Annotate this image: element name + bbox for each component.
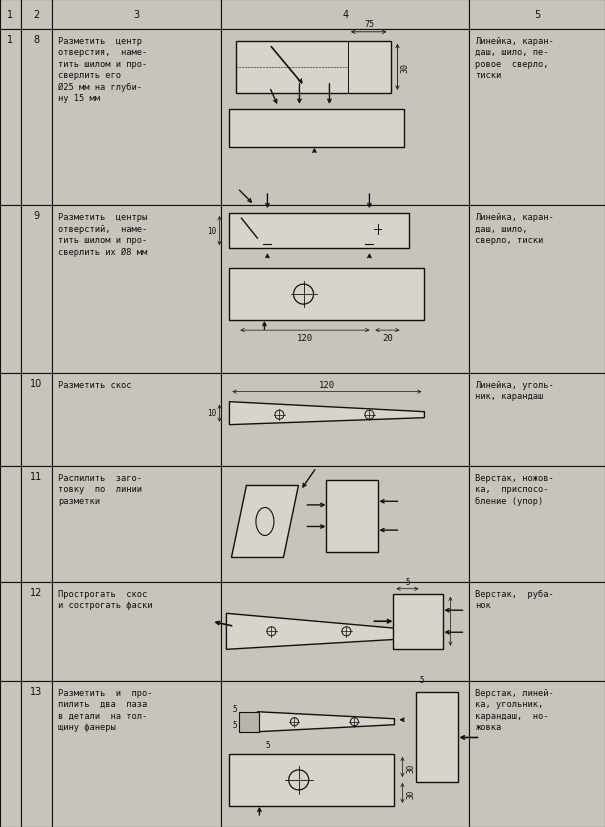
Text: Линейка, уголь-
ник, карандаш: Линейка, уголь- ник, карандаш	[476, 380, 554, 401]
Bar	[0, 206, 21, 374]
Bar	[229, 214, 410, 249]
Text: 4: 4	[342, 10, 348, 20]
Bar	[52, 374, 221, 466]
Bar	[21, 30, 52, 206]
Text: 30: 30	[407, 788, 416, 797]
Text: 120: 120	[297, 334, 313, 342]
Bar	[52, 466, 221, 582]
Text: Разметить скос: Разметить скос	[58, 380, 131, 390]
Bar	[221, 466, 469, 582]
Text: Разметить  центр
отверстия,  наме-
тить шилом и про-
сверлить его
Ø25 мм на глуб: Разметить центр отверстия, наме- тить ши…	[58, 36, 147, 103]
Text: 2: 2	[33, 10, 39, 20]
Text: 5: 5	[233, 720, 237, 729]
Text: Линейка, каран-
даш, шило,
сверло, тиски: Линейка, каран- даш, шило, сверло, тиски	[476, 213, 554, 245]
Bar	[221, 30, 469, 206]
Bar	[221, 0, 469, 30]
Text: 1: 1	[7, 35, 13, 45]
Text: 5: 5	[233, 704, 237, 713]
Text: 30: 30	[401, 63, 410, 73]
Text: 11: 11	[30, 471, 42, 481]
Text: 1: 1	[7, 10, 13, 20]
Polygon shape	[229, 402, 425, 425]
Bar	[416, 693, 459, 782]
Bar	[221, 582, 469, 681]
Bar	[469, 0, 605, 30]
Bar	[52, 206, 221, 374]
Bar	[327, 480, 379, 552]
Bar	[52, 0, 221, 30]
Text: Верстак, линей-
ка, угольник,
карандаш,  но-
жовка: Верстак, линей- ка, угольник, карандаш, …	[476, 688, 554, 731]
Bar	[393, 594, 443, 649]
Bar	[229, 110, 404, 148]
Bar	[221, 681, 469, 827]
Bar	[0, 582, 21, 681]
Bar	[229, 754, 394, 806]
Bar	[221, 206, 469, 374]
Bar	[21, 681, 52, 827]
Bar	[0, 681, 21, 827]
Bar	[0, 374, 21, 466]
Text: Верстак, ножов-
ка,  приспосо-
бление (упор): Верстак, ножов- ка, приспосо- бление (уп…	[476, 473, 554, 505]
Text: 13: 13	[30, 686, 42, 696]
Text: 10: 10	[207, 409, 217, 418]
Text: 20: 20	[382, 334, 393, 342]
Text: 30: 30	[407, 762, 416, 772]
Bar	[469, 206, 605, 374]
Text: 120: 120	[319, 380, 335, 390]
Text: 3: 3	[134, 10, 140, 20]
Text: 5: 5	[405, 577, 410, 586]
Polygon shape	[232, 486, 298, 557]
Bar	[21, 374, 52, 466]
Text: 75: 75	[365, 20, 374, 29]
Bar	[52, 681, 221, 827]
Text: 5: 5	[419, 676, 424, 685]
Bar	[221, 374, 469, 466]
Text: Верстак,  руба-
нок: Верстак, руба- нок	[476, 589, 554, 609]
Bar	[0, 466, 21, 582]
Bar	[237, 41, 391, 93]
Bar	[21, 466, 52, 582]
Bar	[469, 30, 605, 206]
Text: 8: 8	[33, 35, 39, 45]
Text: 12: 12	[30, 587, 42, 597]
Bar	[240, 712, 260, 732]
Text: 5: 5	[534, 10, 540, 20]
Bar	[469, 466, 605, 582]
Bar	[469, 681, 605, 827]
Bar	[469, 582, 605, 681]
Text: 9: 9	[33, 211, 39, 221]
Bar	[0, 0, 21, 30]
Text: 5: 5	[265, 740, 270, 748]
Text: Прострогать  скос
и сострогать фаски: Прострогать скос и сострогать фаски	[58, 589, 152, 609]
Bar	[229, 269, 425, 321]
Bar	[469, 374, 605, 466]
Bar	[0, 30, 21, 206]
Bar	[21, 582, 52, 681]
Bar	[52, 582, 221, 681]
Text: Разметить  и  про-
пилить  два  паза
в детали  на тол-
щину фанеры: Разметить и про- пилить два паза в детал…	[58, 688, 152, 731]
Text: Линейка, каран-
даш, шило, пе-
ровое  сверло,
тиски: Линейка, каран- даш, шило, пе- ровое све…	[476, 36, 554, 80]
Bar	[52, 30, 221, 206]
Text: 10: 10	[207, 227, 217, 236]
Text: 10: 10	[30, 379, 42, 389]
Bar	[21, 0, 52, 30]
Polygon shape	[258, 712, 394, 732]
Bar	[21, 206, 52, 374]
Text: Распилить  заго-
товку  по  линии
разметки: Распилить заго- товку по линии разметки	[58, 473, 142, 505]
Polygon shape	[226, 614, 427, 649]
Text: Разметить  центры
отверстий,  наме-
тить шилом и про-
сверлить их Ø8 мм: Разметить центры отверстий, наме- тить ш…	[58, 213, 147, 256]
